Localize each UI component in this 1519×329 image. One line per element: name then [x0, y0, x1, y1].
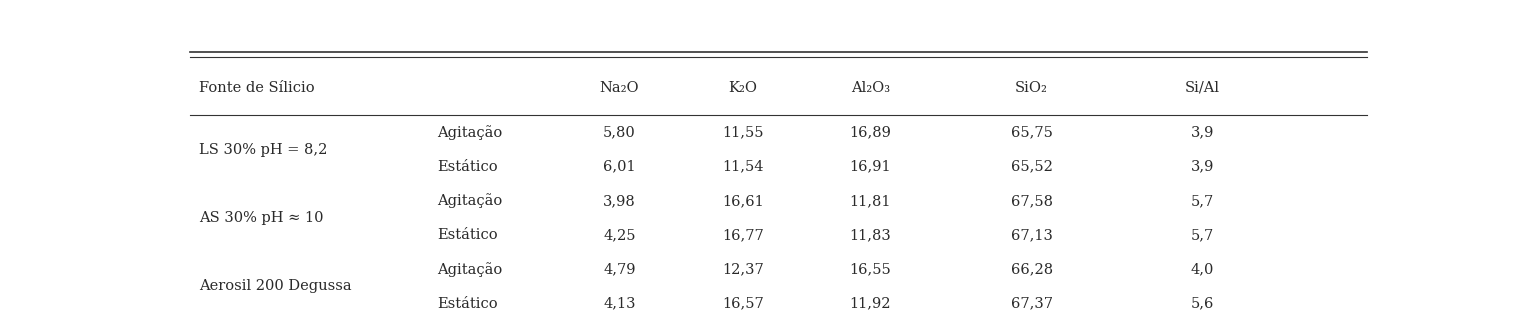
- Text: 3,9: 3,9: [1191, 126, 1214, 139]
- Text: 4,13: 4,13: [603, 296, 636, 311]
- Text: 67,58: 67,58: [1010, 194, 1053, 208]
- Text: 67,37: 67,37: [1010, 296, 1053, 311]
- Text: 4,79: 4,79: [603, 262, 636, 276]
- Text: 65,52: 65,52: [1010, 160, 1053, 174]
- Text: 11,54: 11,54: [723, 160, 764, 174]
- Text: AS 30% pH ≈ 10: AS 30% pH ≈ 10: [199, 211, 324, 225]
- Text: 16,91: 16,91: [849, 160, 892, 174]
- Text: Aerosil 200 Degussa: Aerosil 200 Degussa: [199, 279, 352, 293]
- Text: 16,55: 16,55: [849, 262, 892, 276]
- Text: 65,75: 65,75: [1010, 126, 1053, 139]
- Text: 5,80: 5,80: [603, 126, 636, 139]
- Text: SiO₂: SiO₂: [1015, 81, 1048, 95]
- Text: 5,7: 5,7: [1191, 228, 1214, 242]
- Text: 67,13: 67,13: [1010, 228, 1053, 242]
- Text: 12,37: 12,37: [723, 262, 764, 276]
- Text: 3,9: 3,9: [1191, 160, 1214, 174]
- Text: 6,01: 6,01: [603, 160, 636, 174]
- Text: Estático: Estático: [437, 296, 498, 311]
- Text: LS 30% pH = 8,2: LS 30% pH = 8,2: [199, 143, 328, 157]
- Text: 16,89: 16,89: [849, 126, 892, 139]
- Text: 16,77: 16,77: [723, 228, 764, 242]
- Text: Estático: Estático: [437, 160, 498, 174]
- Text: Agitação: Agitação: [437, 262, 503, 277]
- Text: 11,83: 11,83: [849, 228, 892, 242]
- Text: Na₂O: Na₂O: [600, 81, 639, 95]
- Text: 5,6: 5,6: [1191, 296, 1214, 311]
- Text: 4,0: 4,0: [1191, 262, 1214, 276]
- Text: Agitação: Agitação: [437, 193, 503, 208]
- Text: Agitação: Agitação: [437, 125, 503, 140]
- Text: Estático: Estático: [437, 228, 498, 242]
- Text: K₂O: K₂O: [729, 81, 758, 95]
- Text: 3,98: 3,98: [603, 194, 636, 208]
- Text: Si/Al: Si/Al: [1185, 81, 1220, 95]
- Text: 11,55: 11,55: [723, 126, 764, 139]
- Text: 11,92: 11,92: [849, 296, 892, 311]
- Text: 16,57: 16,57: [723, 296, 764, 311]
- Text: Fonte de Sílicio: Fonte de Sílicio: [199, 81, 314, 95]
- Text: 66,28: 66,28: [1010, 262, 1053, 276]
- Text: 5,7: 5,7: [1191, 194, 1214, 208]
- Text: 11,81: 11,81: [849, 194, 892, 208]
- Text: 4,25: 4,25: [603, 228, 636, 242]
- Text: Al₂O₃: Al₂O₃: [851, 81, 890, 95]
- Text: 16,61: 16,61: [723, 194, 764, 208]
